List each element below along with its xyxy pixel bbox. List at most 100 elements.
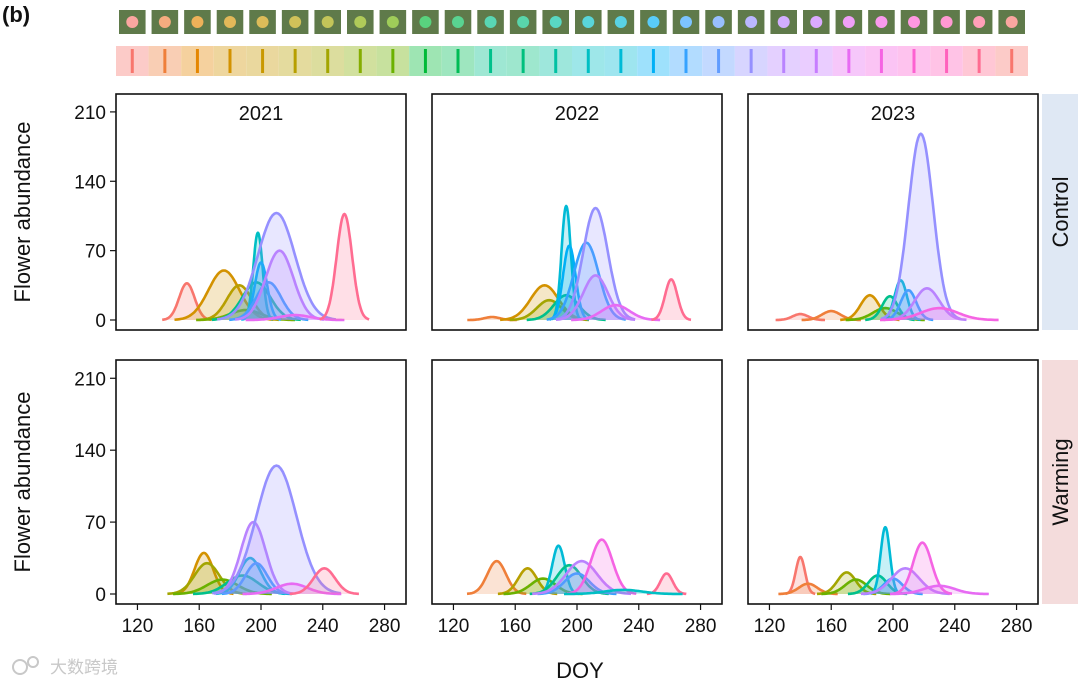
species-color-bar-27 xyxy=(962,46,996,76)
series-line-10 xyxy=(289,567,360,596)
flower-icon xyxy=(973,16,986,28)
series-line-1 xyxy=(784,555,816,596)
x-tick-label: 200 xyxy=(561,616,593,637)
flower-icon xyxy=(289,16,302,28)
series-line-10 xyxy=(889,584,989,596)
series-line-8 xyxy=(880,132,961,321)
row-strip-label: Warming xyxy=(1048,438,1073,525)
x-tick-label: 120 xyxy=(122,616,154,637)
series-group xyxy=(778,525,989,596)
y-tick-label: 210 xyxy=(74,103,106,124)
species-color-bar-23 xyxy=(832,46,866,76)
series-line-9 xyxy=(242,582,342,596)
species-photo-23 xyxy=(835,10,863,34)
x-tick-label: 200 xyxy=(877,616,909,637)
x-tick-label: 120 xyxy=(754,616,786,637)
species-photo-21 xyxy=(770,10,797,34)
panel-background xyxy=(748,360,1038,604)
panel-warming-2023: 120 160 200 240 280 xyxy=(747,359,1039,637)
x-tick-label: 160 xyxy=(183,616,215,637)
species-photo-5 xyxy=(249,10,276,34)
flower-icon xyxy=(354,16,367,28)
species-color-legend xyxy=(116,46,1028,76)
flower-icon xyxy=(712,16,725,28)
species-color-bar-13 xyxy=(506,46,540,76)
series-line-3 xyxy=(816,571,877,596)
panel-frame xyxy=(431,93,723,331)
series-line-9 xyxy=(892,541,953,595)
series-line-10 xyxy=(564,588,683,596)
flower-icon xyxy=(614,16,627,28)
y-axis-title-control: Flower abundance xyxy=(10,121,35,302)
series-line-6 xyxy=(221,561,292,596)
species-color-bar-9 xyxy=(376,46,410,76)
y-tick-label: 140 xyxy=(74,441,106,462)
x-tick-label: 160 xyxy=(815,616,847,637)
watermark-logo-icon-dot xyxy=(27,656,39,668)
series-line-1 xyxy=(466,559,527,596)
series-line-11 xyxy=(650,278,692,322)
x-tick-label: 280 xyxy=(685,616,717,637)
flower-icon xyxy=(386,16,399,28)
species-color-bar-28 xyxy=(995,46,1028,76)
x-tick-label: 240 xyxy=(939,616,971,637)
y-tick-label: 70 xyxy=(85,242,106,263)
x-axis-title: DOY xyxy=(556,658,604,683)
species-color-bar-20 xyxy=(734,46,768,76)
species-color-bar-15 xyxy=(572,46,605,76)
series-line-7 xyxy=(883,289,934,322)
flower-icon xyxy=(419,16,432,28)
series-line-9 xyxy=(555,274,636,321)
x-tick-label: 240 xyxy=(307,616,339,637)
species-photo-4 xyxy=(216,10,244,34)
watermark: 大数跨境 xyxy=(12,656,118,677)
series-line-4 xyxy=(821,578,891,596)
panel-background xyxy=(748,94,1038,330)
flower-icon xyxy=(191,16,204,28)
species-color-bar-22 xyxy=(800,46,833,76)
species-photo-22 xyxy=(803,10,830,34)
species-color-bar-26 xyxy=(930,46,963,76)
species-color-bar-2 xyxy=(148,46,182,76)
year-label-2023: 2023 xyxy=(871,103,916,125)
species-photo-26 xyxy=(933,10,960,34)
species-color-bar-21 xyxy=(767,46,800,76)
flower-icon xyxy=(582,16,595,28)
flower-icon xyxy=(452,16,464,28)
y-axis-title-warming: Flower abundance xyxy=(10,391,35,572)
series-line-3 xyxy=(509,298,589,322)
series-group xyxy=(466,538,687,596)
species-photo-8 xyxy=(347,10,374,34)
series-line-11 xyxy=(245,313,345,322)
panel-warming-2021: 0 70 140 210 120 160 200 240 280 xyxy=(74,359,407,637)
species-photo-strip xyxy=(119,10,1025,34)
flower-icon xyxy=(908,16,920,28)
flower-icon xyxy=(517,16,530,28)
series-line-2 xyxy=(174,269,274,321)
species-color-bar-19 xyxy=(702,46,735,76)
y-tick-label: 0 xyxy=(95,311,106,332)
species-color-bar-24 xyxy=(865,46,898,76)
y-tick-label: 140 xyxy=(74,172,106,193)
panel-control-2023: 2023 xyxy=(747,93,1039,331)
series-line-8 xyxy=(212,464,341,595)
y-tick-label: 210 xyxy=(74,369,106,390)
year-label-2021: 2021 xyxy=(239,103,284,125)
species-photo-14 xyxy=(542,10,569,34)
species-photo-19 xyxy=(705,10,732,34)
series-line-10 xyxy=(234,249,325,321)
series-group xyxy=(161,211,370,322)
species-photo-24 xyxy=(868,10,895,34)
flower-icon xyxy=(647,16,660,28)
species-photo-10 xyxy=(412,10,439,34)
x-tick-label: 160 xyxy=(499,616,531,637)
species-photo-9 xyxy=(379,10,407,34)
row-strip-label: Control xyxy=(1048,177,1073,248)
flower-icon xyxy=(940,16,953,28)
series-line-1 xyxy=(775,312,826,322)
species-color-bar-10 xyxy=(409,46,442,76)
series-line-8 xyxy=(566,538,637,595)
series-line-10 xyxy=(571,303,661,322)
watermark-logo-icon xyxy=(12,659,28,675)
series-line-1 xyxy=(161,282,213,322)
